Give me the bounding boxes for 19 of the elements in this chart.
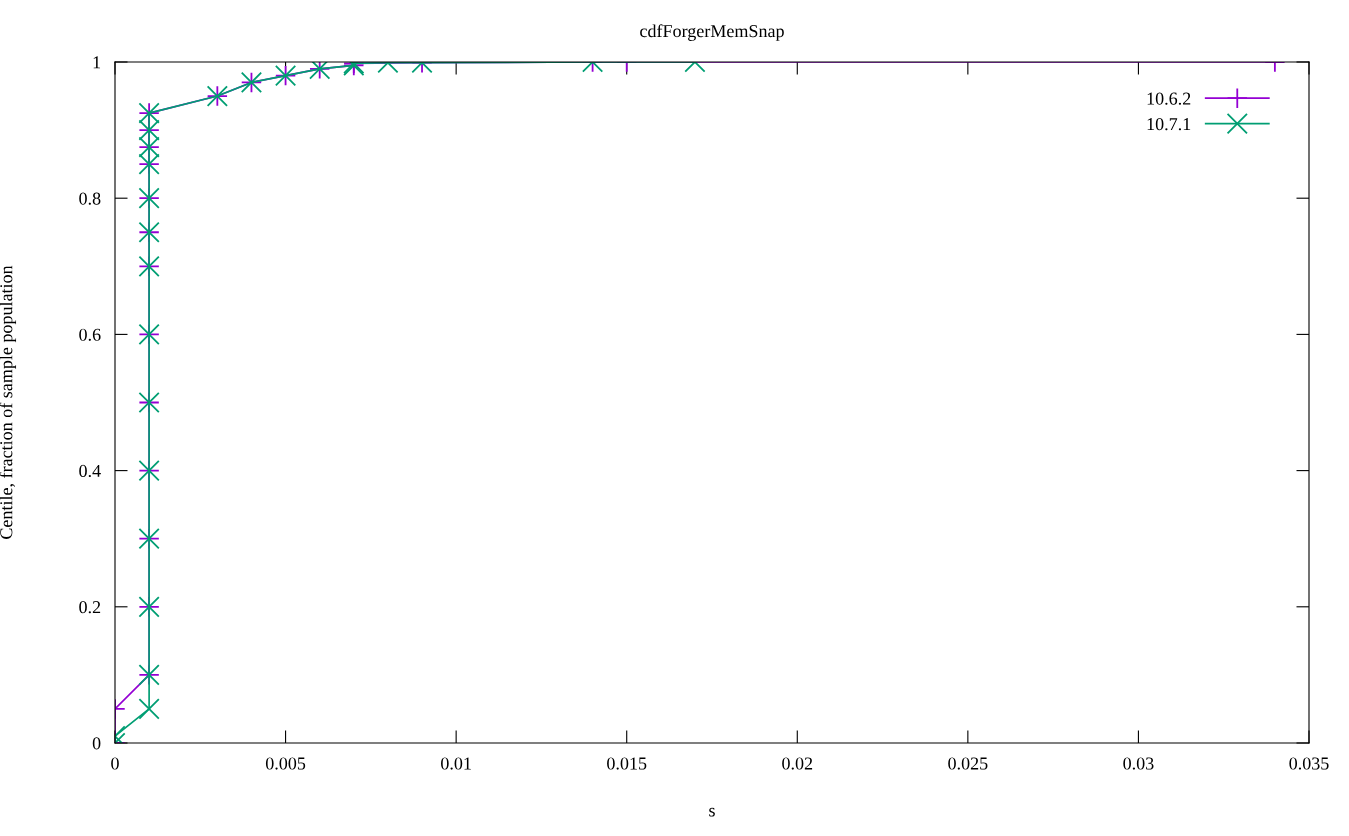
y-tick-label: 0.2 [79,601,101,614]
x-tick-label: 0.035 [1289,757,1329,770]
y-axis-title: Centile, fraction of sample population [0,265,17,539]
x-tick-label: 0.02 [782,757,813,770]
y-tick-label: 0.6 [79,328,101,341]
x-tick-label: 0.005 [265,757,306,770]
legend-label: 10.7.1 [1147,118,1191,131]
y-tick-label: 1 [93,56,101,69]
x-tick-label: 0.03 [1123,757,1154,770]
legend-label: 10.6.2 [1147,92,1191,105]
chart-title: cdfForgerMemSnap [640,24,784,41]
x-axis-title: s [709,807,715,817]
y-tick-label: 0.4 [79,464,101,478]
x-tick-label: 0 [111,757,119,770]
y-tick-label: 0 [92,737,101,750]
y-tick-label: 0.8 [79,192,101,205]
x-tick-label: 0.015 [607,757,647,770]
x-tick-label: 0.01 [441,757,471,770]
x-tick-label: 0.025 [948,757,988,770]
